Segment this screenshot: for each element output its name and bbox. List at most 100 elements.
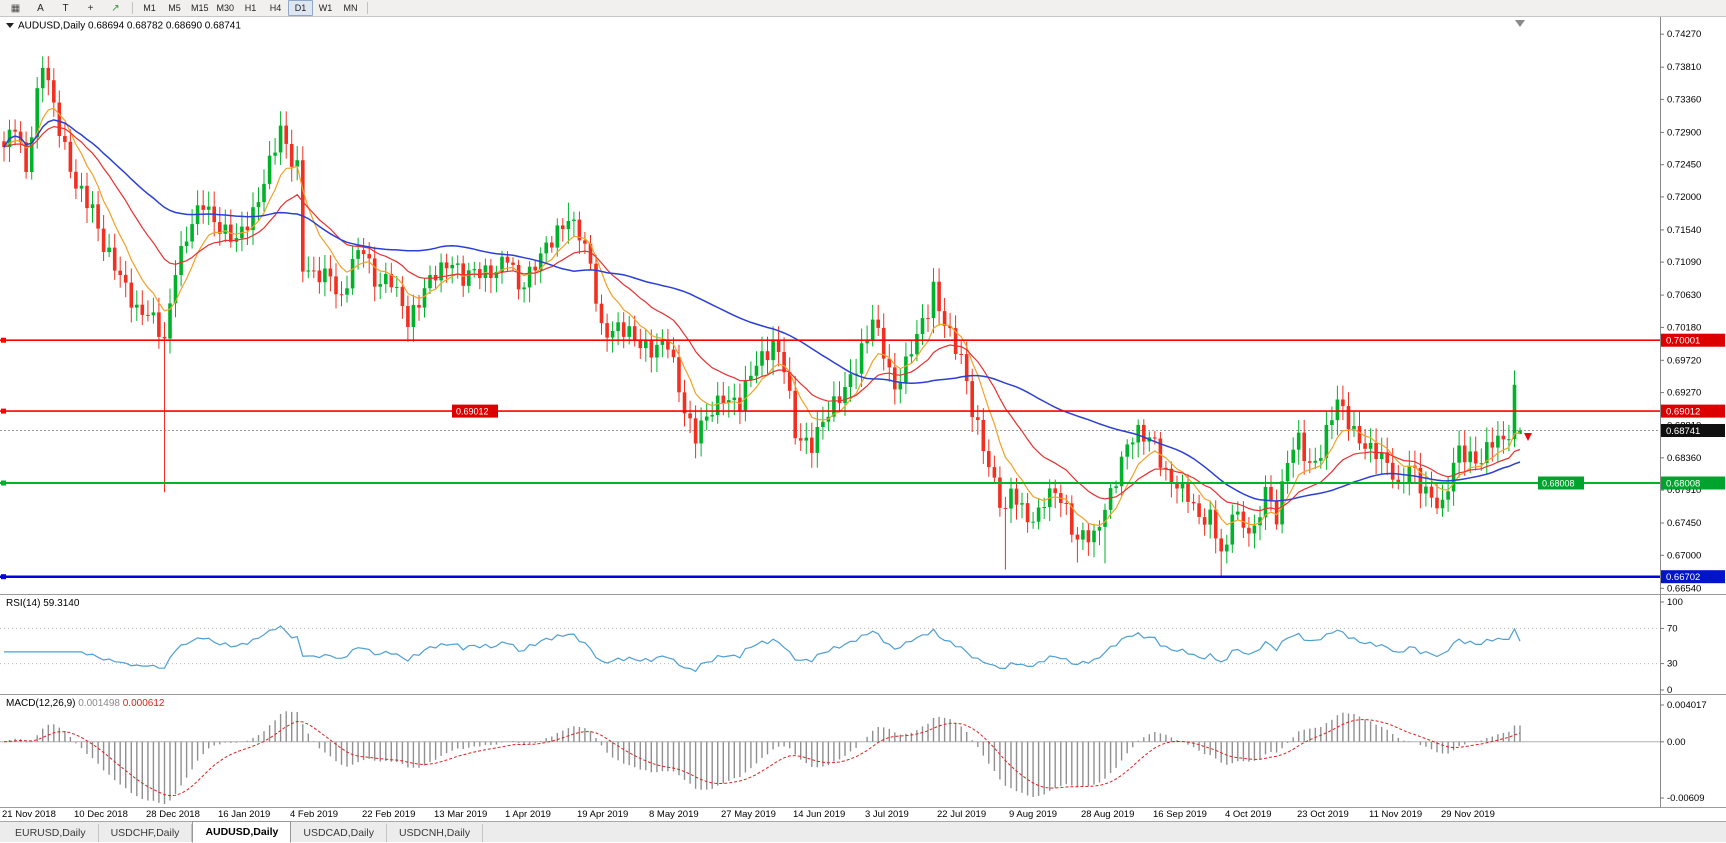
crosshair-tool-icon[interactable]: + [87,2,94,14]
time-axis-label: 14 Jun 2019 [793,809,846,820]
price-scale-tick: 0.70180 [1667,322,1701,333]
macd-scale-label: 0.004017 [1667,700,1707,711]
price-scale-tick: 0.66540 [1667,583,1701,594]
timeframe-m5-button[interactable]: M5 [168,2,181,13]
price-scale-tick: 0.73360 [1667,94,1701,105]
price-scale-tick: 0.72000 [1667,192,1701,203]
time-axis-label: 16 Jan 2019 [218,809,271,820]
timeframe-h4-button[interactable]: H4 [269,2,282,13]
time-axis-label: 28 Aug 2019 [1081,809,1135,820]
price-scale-tick: 0.67450 [1667,518,1701,529]
resistance-line-2-anchor[interactable] [1,408,6,414]
main-chart-pane: 0.69012 0.68008 0.74270 0.73810 0.73360 0.729… [0,17,1725,594]
price-scale-tick: 0.74270 [1667,29,1701,40]
price-scale-tick: 0.69270 [1667,388,1701,399]
time-axis-label: 8 May 2019 [649,809,699,820]
svg-text:0.68741: 0.68741 [1666,426,1700,437]
macd-histogram [8,711,1521,804]
price-scale-tick: 0.68360 [1667,453,1701,464]
chart-tab-usdcad[interactable]: USDCAD,Daily [291,824,387,842]
ma-fast-line [3,107,1521,527]
time-axis-label: 22 Jul 2019 [937,809,987,820]
timeframe-m30-button[interactable]: M30 [216,2,235,13]
price-scale-tick: 0.67910 [1667,485,1701,496]
timeframe-h1-button[interactable]: H1 [244,2,257,13]
macd-scale-label: 0.00 [1667,737,1686,748]
macd-scale-label: -0.00609 [1667,793,1705,804]
current-price-badge: 0.68741 [1661,424,1725,437]
time-scale[interactable]: 21 Nov 2018 10 Dec 2018 28 Dec 2018 16 Jan … [0,807,1726,821]
resistance-line-1-anchor[interactable] [1,337,6,343]
timeframe-mn-button[interactable]: MN [343,2,358,13]
chart-tab-usdchf[interactable]: USDCHF,Daily [99,824,193,842]
ma-mid-line [3,125,1521,512]
svg-text:0.66702: 0.66702 [1666,572,1700,583]
time-axis-label: 13 Mar 2019 [434,809,488,820]
svg-text:0.68008: 0.68008 [1666,479,1700,490]
time-axis-label: 10 Dec 2018 [74,809,128,820]
low-line-badge: 0.66702 [1661,570,1725,584]
rsi-scale-label: 0 [1667,685,1672,694]
chart-tab-audusd[interactable]: AUDUSD,Daily [192,821,292,843]
resistance-line-2-price-label: 0.69012 [452,404,498,418]
svg-text:0.69012: 0.69012 [456,407,489,417]
time-axis-label: 16 Sep 2019 [1153,809,1207,820]
time-axis-label: 3 Jul 2019 [865,809,909,820]
rsi-scale-label: 100 [1667,597,1683,608]
letter-a-button[interactable]: A [37,2,44,14]
price-scale-tick: 0.71540 [1667,225,1701,236]
time-axis-label: 23 Oct 2019 [1297,809,1349,820]
time-axis-label: 4 Oct 2019 [1225,809,1272,820]
chart-shift-icon[interactable] [1515,20,1525,27]
time-axis-label: 11 Nov 2019 [1369,809,1423,820]
chart-tab-eurusd[interactable]: EURUSD,Daily [3,824,99,842]
macd-pane: 0.004017 0.00 -0.00609 MACD(12,26,9) 0.0014… [0,694,1726,807]
macd-label: MACD(12,26,9) 0.001498 0.000612 [6,698,165,709]
support-line-anchor[interactable] [1,480,6,486]
chart-tabs-bar: EURUSD,Daily USDCHF,Daily AUDUSD,Daily USDC… [0,821,1726,843]
time-axis-label: 1 Apr 2019 [505,809,551,820]
rsi-pane: 100 70 30 0 RSI(14) 59.3140 [0,594,1726,694]
price-scale-tick: 0.73810 [1667,62,1701,73]
time-axis-label: 28 Dec 2018 [146,809,200,820]
time-axis-label: 21 Nov 2018 [2,809,56,820]
letter-t-button[interactable]: T [62,2,69,14]
low-line-anchor[interactable] [1,574,6,580]
tile-windows-icon[interactable]: ▦ [10,2,21,14]
rsi-line [4,625,1521,673]
support-line-badge: 0.68008 [1661,476,1725,490]
time-axis-label: 27 May 2019 [721,809,776,820]
timeframe-w1-button[interactable]: W1 [318,2,333,13]
price-scale[interactable]: 0.74270 0.73810 0.73360 0.72900 0.72450 0.720… [1660,17,1725,594]
toolbar-separator [132,2,133,14]
chart-header: AUDUSD,Daily 0.68694 0.68782 0.68690 0.6… [6,21,241,32]
time-axis-label: 22 Feb 2019 [362,809,416,820]
rsi-scale-label: 70 [1667,623,1678,634]
tick-down-arrow-icon [1524,433,1532,441]
time-axis-label: 4 Feb 2019 [290,809,339,820]
timeframe-m1-button[interactable]: M1 [143,2,156,13]
rsi-label: RSI(14) 59.3140 [6,598,80,609]
resistance-line-1-badge: 0.70001 [1661,333,1725,347]
svg-text:0.69012: 0.69012 [1666,407,1700,418]
timeframe-m15-button[interactable]: M15 [191,2,209,13]
price-scale-tick: 0.69720 [1667,355,1701,366]
timeframe-d1-button[interactable]: D1 [288,0,314,16]
macd-signal-line [3,719,1521,797]
price-scale-tick: 0.72450 [1667,160,1701,171]
price-scale-tick: 0.72900 [1667,127,1701,138]
price-scale-tick: 0.71090 [1667,257,1701,268]
time-axis-label: 9 Aug 2019 [1009,809,1058,820]
chart-tab-usdcnh[interactable]: USDCNH,Daily [387,824,484,842]
price-scale-tick: 0.70630 [1667,290,1701,301]
price-scale-tick: 0.67000 [1667,550,1701,561]
svg-text:0.68008: 0.68008 [1542,479,1575,489]
trendline-tool-icon[interactable]: ↗ [111,2,120,14]
toolbar-separator [367,2,369,14]
svg-text:0.70001: 0.70001 [1666,336,1700,347]
time-axis-label: 29 Nov 2019 [1441,809,1495,820]
support-line-price-label: 0.68008 [1538,476,1584,490]
symbol-dropdown-icon[interactable] [6,23,14,28]
rsi-scale-label: 30 [1667,659,1678,670]
